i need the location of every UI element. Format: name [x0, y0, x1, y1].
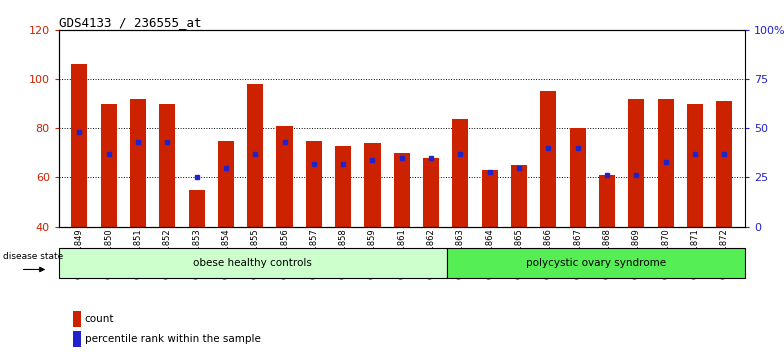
Text: polycystic ovary syndrome: polycystic ovary syndrome [525, 258, 666, 268]
Bar [59, 248, 447, 278]
Bar [72, 311, 81, 327]
Bar [247, 84, 263, 227]
Bar [511, 165, 527, 227]
Bar [71, 64, 87, 227]
Bar [687, 104, 703, 227]
Bar [335, 145, 351, 227]
Bar [570, 128, 586, 227]
Bar [394, 153, 410, 227]
Bar [100, 104, 117, 227]
Text: count: count [85, 314, 114, 324]
Bar [277, 126, 292, 227]
Bar [423, 158, 439, 227]
Bar [218, 141, 234, 227]
Bar [717, 101, 732, 227]
Bar [452, 119, 469, 227]
Bar [188, 190, 205, 227]
Bar [628, 99, 644, 227]
Bar [599, 175, 615, 227]
Text: GDS4133 / 236555_at: GDS4133 / 236555_at [59, 16, 201, 29]
Bar [365, 143, 380, 227]
Text: percentile rank within the sample: percentile rank within the sample [85, 334, 261, 344]
Bar [159, 104, 176, 227]
Bar [658, 99, 673, 227]
Bar [72, 331, 81, 347]
Bar [447, 248, 745, 278]
Bar [306, 141, 322, 227]
Text: obese healthy controls: obese healthy controls [193, 258, 312, 268]
Bar [130, 99, 146, 227]
Bar [540, 91, 557, 227]
Text: disease state: disease state [3, 252, 64, 261]
Bar [481, 170, 498, 227]
